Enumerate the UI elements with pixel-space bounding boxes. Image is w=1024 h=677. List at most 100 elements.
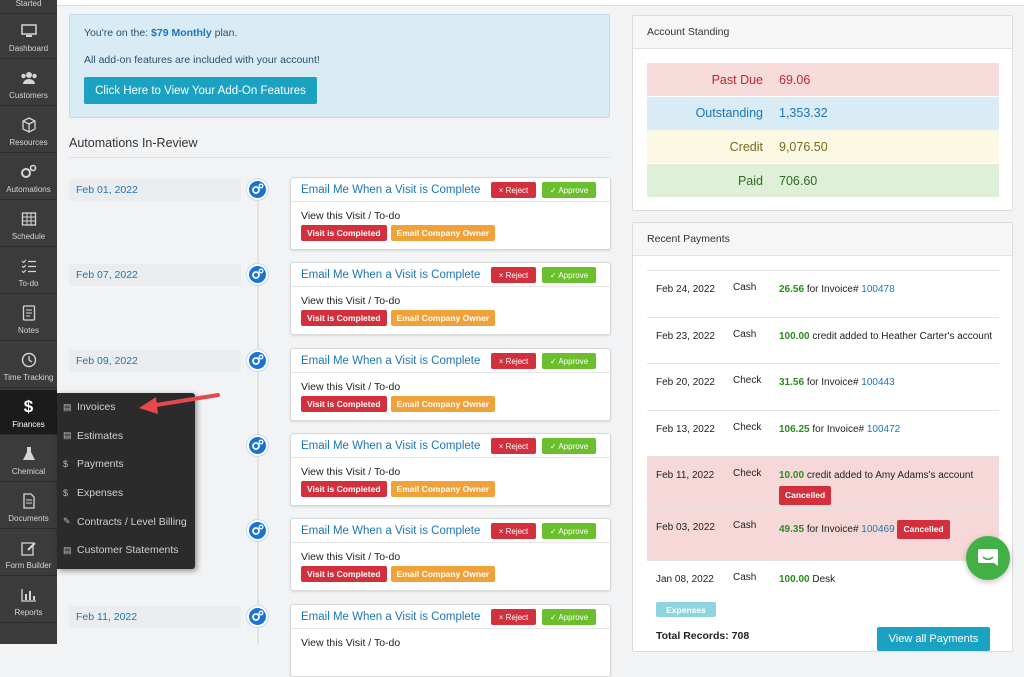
action-tag: Email Company Owner — [390, 566, 496, 582]
view-visit-link[interactable]: View this Visit / To-do — [301, 466, 401, 478]
status-tag: Visit is Completed — [301, 396, 387, 412]
approve-button[interactable]: ✓ Approve — [542, 353, 596, 369]
card-body: View this Visit / To-do Visit is Complete… — [291, 543, 610, 582]
automation-title-link[interactable]: Email Me When a Visit is Complete — [301, 610, 481, 623]
reject-button[interactable]: × Reject — [491, 523, 536, 539]
sidebar-item-resources[interactable]: Resources — [0, 108, 57, 153]
gears-icon — [247, 179, 268, 200]
tag-row: Visit is Completed Email Company Owner — [301, 566, 600, 582]
reports-icon — [20, 586, 38, 604]
payment-amount: 31.56 — [779, 377, 805, 388]
payment-method: Cash — [733, 572, 757, 583]
payment-amount: 10.00 — [779, 470, 805, 481]
finances-menu-label: Invoices — [77, 401, 116, 414]
sidebar-item-label: Customers — [9, 91, 48, 100]
payment-method: Cash — [733, 520, 757, 531]
resources-icon — [20, 116, 38, 134]
view-visit-link[interactable]: View this Visit / To-do — [301, 551, 401, 563]
finances-menu-item-expenses[interactable]: $ Expenses — [57, 479, 195, 508]
sidebar-item-label: Reports — [14, 608, 43, 617]
notes-icon — [20, 304, 38, 322]
timeline-date: Feb 09, 2022 — [69, 350, 241, 372]
gears-icon — [247, 606, 268, 627]
finances-menu-item-payments[interactable]: $ Payments — [57, 450, 195, 479]
invoice-link[interactable]: 100478 — [861, 284, 895, 295]
tag-row: Visit is Completed Email Company Owner — [301, 310, 600, 326]
reject-button[interactable]: × Reject — [491, 353, 536, 369]
standing-value: 9,076.50 — [779, 139, 828, 154]
account-standing-panel: Account Standing Past Due 69.06 Outstandin… — [632, 15, 1013, 211]
sidebar-item-label: Form Builder — [5, 561, 52, 570]
payment-detail: 31.56 for Invoice# 100443 — [779, 375, 994, 390]
sidebar-item-todo[interactable]: To-do — [0, 249, 57, 294]
finances-menu-item-contracts-level-billing[interactable]: ✎ Contracts / Level Billing — [57, 507, 195, 536]
finances-menu-item-customer-statements[interactable]: ▤ Customer Statements — [57, 536, 195, 565]
payment-detail: 100.00 credit added to Heather Carter's … — [779, 329, 994, 344]
invoice-link[interactable]: 100469 — [861, 524, 895, 535]
sidebar-item-schedule[interactable]: Schedule — [0, 202, 57, 247]
payment-description: for Invoice# — [806, 284, 859, 295]
payment-date: Feb 11, 2022 — [656, 470, 715, 481]
payment-row: Feb 13, 2022 Check 106.25 for Invoice# 100… — [647, 410, 999, 456]
reject-button[interactable]: × Reject — [491, 267, 536, 283]
finances-submenu: ▤ Invoices ▤ Estimates $ Payments $ Expenses ✎ Co… — [57, 393, 195, 569]
card-header: Email Me When a Visit is Complete × Rejec… — [291, 349, 610, 373]
sidebar-item-form-builder[interactable]: Form Builder — [0, 531, 57, 576]
payment-detail: 26.56 for Invoice# 100478 — [779, 282, 994, 297]
view-visit-link[interactable]: View this Visit / To-do — [301, 295, 401, 307]
approve-button[interactable]: ✓ Approve — [542, 523, 596, 539]
automations-icon — [20, 163, 38, 181]
invoice-link[interactable]: 100443 — [861, 377, 895, 388]
reject-button[interactable]: × Reject — [491, 182, 536, 198]
payment-method: Check — [733, 468, 762, 479]
automations-title: Automations In-Review — [69, 136, 198, 150]
finances-menu-item-invoices[interactable]: ▤ Invoices — [57, 393, 195, 422]
finances-menu-label: Customer Statements — [77, 544, 179, 557]
sidebar-item-chemical[interactable]: Chemical — [0, 437, 57, 482]
reject-button[interactable]: × Reject — [491, 438, 536, 454]
sidebar-item-automations[interactable]: Automations — [0, 155, 57, 200]
sidebar-item-finances[interactable]: $ Finances — [0, 390, 57, 435]
finances-menu-item-estimates[interactable]: ▤ Estimates — [57, 422, 195, 451]
plan-line: You're on the: $79 Monthly plan. — [84, 27, 595, 39]
approve-button[interactable]: ✓ Approve — [542, 438, 596, 454]
sidebar-item-time-tracking[interactable]: Time Tracking — [0, 343, 57, 388]
automation-title-link[interactable]: Email Me When a Visit is Complete — [301, 354, 481, 367]
automation-title-link[interactable]: Email Me When a Visit is Complete — [301, 439, 481, 452]
payment-method: Check — [733, 422, 762, 433]
addon-text: All add-on features are included with yo… — [84, 54, 320, 66]
automation-title-link[interactable]: Email Me When a Visit is Complete — [301, 524, 481, 537]
sidebar-item-started[interactable]: Started — [0, 0, 57, 14]
approve-button[interactable]: ✓ Approve — [542, 267, 596, 283]
view-visit-link[interactable]: View this Visit / To-do — [301, 210, 401, 222]
sidebar-item-customers[interactable]: Customers — [0, 61, 57, 106]
view-visit-link[interactable]: View this Visit / To-do — [301, 637, 401, 649]
payment-row: Feb 11, 2022 Check 10.00 credit added to A… — [647, 456, 999, 508]
sidebar-item-notes[interactable]: Notes — [0, 296, 57, 341]
card-body: View this Visit / To-do Visit is Complete… — [291, 202, 610, 241]
reject-button[interactable]: × Reject — [491, 609, 536, 625]
payment-amount: 100.00 — [779, 331, 810, 342]
sidebar-item-documents[interactable]: Documents — [0, 484, 57, 529]
automation-title-link[interactable]: Email Me When a Visit is Complete — [301, 268, 481, 281]
approve-button[interactable]: ✓ Approve — [542, 609, 596, 625]
automation-card: Email Me When a Visit is Complete × Rejec… — [290, 348, 611, 421]
sidebar-item-reports[interactable]: Reports — [0, 578, 57, 623]
sidebar-item-dashboard[interactable]: Dashboard — [0, 14, 57, 59]
payment-description: for Invoice# — [806, 524, 859, 535]
customers-icon — [20, 69, 38, 87]
schedule-icon — [20, 210, 38, 228]
view-all-payments-button[interactable]: View all Payments — [877, 627, 990, 651]
automation-card: Email Me When a Visit is Complete × Rejec… — [290, 262, 611, 335]
gears-icon — [247, 264, 268, 285]
top-bar — [57, 0, 1024, 6]
view-addon-features-button[interactable]: Click Here to View Your Add-On Features — [84, 77, 317, 104]
automation-title-link[interactable]: Email Me When a Visit is Complete — [301, 183, 481, 196]
chat-button[interactable] — [966, 536, 1010, 580]
payment-description: for Invoice# — [806, 377, 859, 388]
payment-amount: 106.25 — [779, 424, 810, 435]
view-visit-link[interactable]: View this Visit / To-do — [301, 381, 401, 393]
approve-button[interactable]: ✓ Approve — [542, 182, 596, 198]
finances-menu-label: Estimates — [77, 429, 124, 442]
invoice-link[interactable]: 100472 — [866, 424, 901, 435]
